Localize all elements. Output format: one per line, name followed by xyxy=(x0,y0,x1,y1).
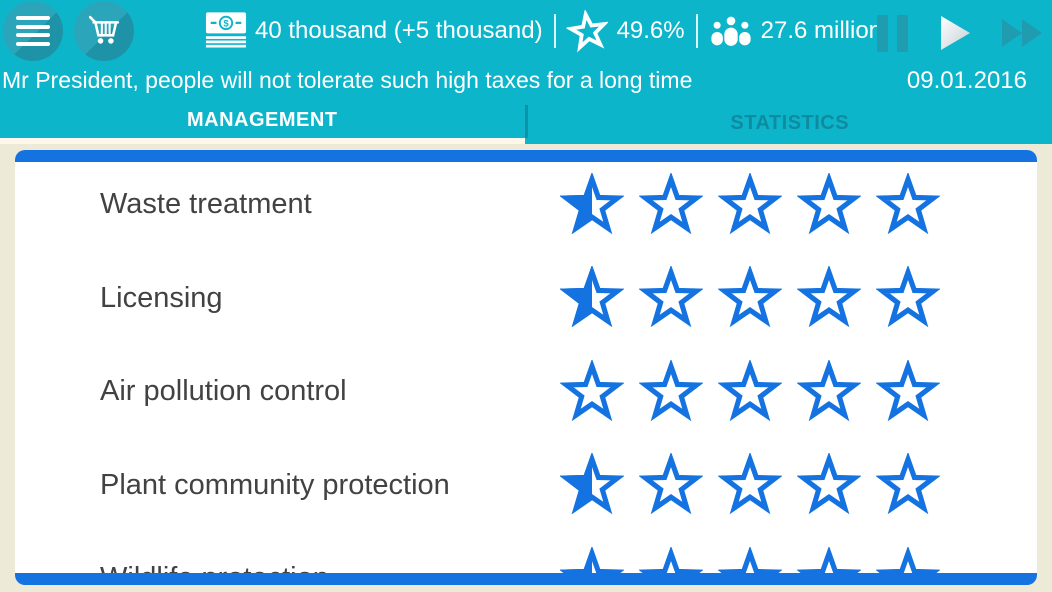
tab-statistics-label: STATISTICS xyxy=(730,112,850,134)
pause-button[interactable] xyxy=(877,14,908,52)
tab-bar: MANAGEMENT STATISTICS xyxy=(0,103,1052,144)
star-rating[interactable] xyxy=(560,359,940,424)
star-icon[interactable] xyxy=(718,172,782,237)
star-icon[interactable] xyxy=(876,546,940,585)
panel-bottom-edge xyxy=(15,573,1037,585)
star-icon[interactable] xyxy=(560,453,624,517)
treasury-stat: $ 40 thousand (+5 thousand) xyxy=(205,11,543,51)
tab-management[interactable]: MANAGEMENT xyxy=(0,103,525,144)
star-rating[interactable] xyxy=(560,172,940,237)
play-button[interactable] xyxy=(934,13,974,53)
star-icon[interactable] xyxy=(718,266,782,330)
list-item: Plant community protection xyxy=(15,439,1037,533)
management-panel: Waste treatment Licensing Air pollution co… xyxy=(15,150,1037,585)
money-icon: $ xyxy=(205,12,247,48)
top-bar: $ 40 thousand (+5 thousand) 49.6% xyxy=(0,0,1052,144)
treasury-value: 40 thousand (+5 thousand) xyxy=(255,17,543,44)
star-icon[interactable] xyxy=(797,266,861,330)
management-list[interactable]: Waste treatment Licensing Air pollution co… xyxy=(15,150,1037,585)
star-icon[interactable] xyxy=(560,359,624,424)
population-icon xyxy=(710,15,752,47)
star-icon[interactable] xyxy=(797,453,861,517)
shopping-cart-icon xyxy=(88,15,120,44)
star-icon[interactable] xyxy=(718,453,782,517)
list-item-label: Plant community protection xyxy=(100,468,450,501)
approval-stat: 49.6% xyxy=(564,8,685,53)
star-icon[interactable] xyxy=(876,172,940,237)
star-icon[interactable] xyxy=(876,266,940,330)
shop-button[interactable] xyxy=(74,1,134,61)
star-icon[interactable] xyxy=(876,453,940,517)
star-icon[interactable] xyxy=(718,359,782,424)
population-stat: 27.6 million xyxy=(709,12,882,50)
time-controls xyxy=(877,13,1044,53)
play-icon xyxy=(941,16,970,50)
pause-icon xyxy=(877,14,908,52)
star-icon xyxy=(564,8,609,53)
star-icon[interactable] xyxy=(797,359,861,424)
stat-separator xyxy=(553,14,556,48)
list-item-label: Licensing xyxy=(100,281,223,314)
list-item: Waste treatment xyxy=(15,158,1037,252)
star-icon[interactable] xyxy=(797,172,861,237)
population-value: 27.6 million xyxy=(760,17,883,44)
list-item: Licensing xyxy=(15,252,1037,346)
svg-text:$: $ xyxy=(223,19,229,30)
star-icon[interactable] xyxy=(876,359,940,424)
advisor-row: Mr President, people will not tolerate s… xyxy=(0,62,1052,103)
star-icon[interactable] xyxy=(639,453,703,517)
advisor-message: Mr President, people will not tolerate s… xyxy=(2,67,693,93)
list-item: Air pollution control xyxy=(15,345,1037,439)
stats-bar: $ 40 thousand (+5 thousand) 49.6% xyxy=(205,0,882,62)
stat-separator xyxy=(695,14,698,48)
star-icon[interactable] xyxy=(560,266,624,330)
star-icon[interactable] xyxy=(639,266,703,330)
star-icon[interactable] xyxy=(718,546,782,585)
tab-management-label: MANAGEMENT xyxy=(186,109,338,131)
fast-forward-button[interactable] xyxy=(1000,13,1044,53)
menu-button[interactable] xyxy=(3,1,63,61)
star-icon[interactable] xyxy=(639,359,703,424)
star-icon[interactable] xyxy=(639,546,703,585)
star-icon[interactable] xyxy=(639,172,703,237)
game-date: 09.01.2016 xyxy=(906,67,1027,94)
list-item-label: Air pollution control xyxy=(100,375,347,408)
star-icon[interactable] xyxy=(560,172,624,237)
tab-statistics[interactable]: STATISTICS xyxy=(528,103,1052,144)
star-rating[interactable] xyxy=(560,453,940,517)
fast-forward-icon xyxy=(1002,19,1042,47)
panel-top-edge xyxy=(15,150,1037,162)
approval-value: 49.6% xyxy=(616,17,685,44)
star-rating[interactable] xyxy=(560,266,940,330)
list-item-label: Waste treatment xyxy=(100,188,312,221)
tab-divider xyxy=(524,105,528,138)
star-icon[interactable] xyxy=(797,546,861,585)
hamburger-menu-icon xyxy=(16,16,50,46)
